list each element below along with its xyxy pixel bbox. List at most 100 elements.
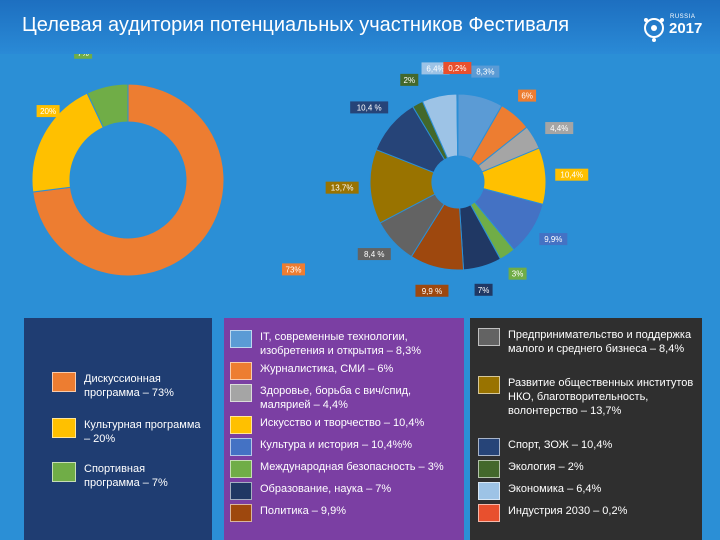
legend-item: Экология – 2% bbox=[478, 460, 694, 478]
legend-swatch bbox=[230, 460, 252, 478]
legend-label: Здоровье, борьба с вич/спид, малярией – … bbox=[260, 385, 412, 411]
legend-label: Индустрия 2030 – 0,2% bbox=[508, 505, 628, 517]
slice-value-label: 6,4% bbox=[426, 64, 444, 73]
legend-item: Спортивная программа – 7% bbox=[52, 462, 202, 490]
legend-item: Культура и история – 10,4%% bbox=[230, 438, 460, 456]
slice-label-box bbox=[350, 101, 389, 114]
legend-item: Здоровье, борьба с вич/спид, малярией – … bbox=[230, 384, 460, 412]
legend-label: IT, современные технологии, изобретения … bbox=[260, 331, 422, 357]
legend-swatch bbox=[478, 460, 500, 478]
charts-area: 73% 20% 7% 8,3% 6% 4,4% 10,4% 9,9% 3% 7% 9,9 % 8,4… bbox=[31, 54, 589, 297]
slice-label-box bbox=[555, 168, 589, 181]
legend-swatch bbox=[478, 376, 500, 394]
slice-label-box bbox=[539, 233, 568, 246]
legend-label: Искусство и творчество – 10,4% bbox=[260, 417, 425, 429]
slice-value-label: 20% bbox=[40, 107, 56, 116]
legend-swatch bbox=[230, 362, 252, 380]
slice-value-label: 8,4 % bbox=[364, 250, 384, 259]
legend-label: Образование, наука – 7% bbox=[260, 483, 392, 495]
slice-value-label: 73% bbox=[286, 265, 302, 274]
legend-swatch bbox=[230, 384, 252, 402]
legend-swatch bbox=[230, 482, 252, 500]
slice-value-label: 3% bbox=[512, 270, 524, 279]
star-emblem-icon bbox=[644, 18, 664, 42]
legend-swatch bbox=[52, 462, 76, 482]
legend-swatch bbox=[230, 416, 252, 434]
slice-label-box bbox=[474, 283, 493, 296]
legend-topics-1: IT, современные технологии, изобретения … bbox=[224, 318, 464, 540]
header-bar: Целевая аудитория потенциальных участник… bbox=[0, 0, 720, 54]
legend-item: Предпринимательство и поддержка малого и… bbox=[478, 328, 694, 356]
donut-slice bbox=[86, 83, 129, 129]
legend-label: Экология – 2% bbox=[508, 461, 584, 473]
slice-label-box bbox=[508, 267, 527, 280]
legend-label: Развитие общественных институтов НКО, бл… bbox=[508, 377, 694, 417]
legend-swatch bbox=[478, 328, 500, 346]
slice-value-label: 10,4% bbox=[560, 171, 583, 180]
legend-item: Культурная программа – 20% bbox=[52, 418, 202, 446]
legend-swatch bbox=[478, 438, 500, 456]
slice-value-label: 4,4% bbox=[550, 124, 568, 133]
legend-item: Образование, наука – 7% bbox=[230, 482, 460, 500]
slice-value-label: 7% bbox=[478, 286, 490, 295]
legend-item: Дискуссионная программа – 73% bbox=[52, 372, 202, 400]
legend-label: Международная безопасность – 3% bbox=[260, 461, 444, 473]
slice-value-label: 9,9 % bbox=[422, 287, 442, 296]
legend-swatch bbox=[230, 330, 252, 348]
legend-label: Спорт, ЗОЖ – 10,4% bbox=[508, 439, 613, 451]
legend-swatch bbox=[52, 372, 76, 392]
slice-label-box bbox=[545, 122, 574, 135]
slice-label-box bbox=[400, 73, 419, 86]
legend-topics-2: Предпринимательство и поддержка малого и… bbox=[470, 318, 702, 540]
legend-swatch bbox=[478, 482, 500, 500]
slice-value-label: 8,3% bbox=[476, 68, 494, 77]
slice-label-box bbox=[443, 62, 472, 75]
slice-value-label: 10,4 % bbox=[357, 103, 382, 112]
slice-label-box bbox=[471, 65, 500, 78]
legend-label: Экономика – 6,4% bbox=[508, 483, 602, 495]
legend-label: Культурная программа – 20% bbox=[84, 419, 201, 445]
slice-value-label: 0,2% bbox=[448, 64, 466, 73]
donut-slice bbox=[456, 93, 459, 157]
legend-item: Экономика – 6,4% bbox=[478, 482, 694, 500]
logo-country: RUSSIA bbox=[670, 14, 696, 20]
legend-swatch bbox=[230, 504, 252, 522]
slice-value-label: 9,9% bbox=[544, 235, 562, 244]
slice-value-label: 6% bbox=[521, 92, 533, 101]
slice-label-box bbox=[357, 248, 391, 261]
legend-label: Политика – 9,9% bbox=[260, 505, 347, 517]
slice-label-box bbox=[421, 62, 450, 75]
slice-label-box bbox=[74, 54, 93, 59]
legend-item: Политика – 9,9% bbox=[230, 504, 460, 522]
legend-label: Дискуссионная программа – 73% bbox=[84, 373, 174, 399]
legend-label: Спортивная программа – 7% bbox=[84, 463, 168, 489]
legend-programs: Дискуссионная программа – 73% Культурная … bbox=[24, 318, 212, 540]
logo-year: 2017 bbox=[669, 20, 703, 37]
chart-programs: 73% 20% 7% bbox=[31, 54, 306, 277]
slice-label-box bbox=[325, 181, 359, 194]
legend-item: IT, современные технологии, изобретения … bbox=[230, 330, 460, 358]
slice-label-box bbox=[415, 284, 449, 297]
legend-label: Предпринимательство и поддержка малого и… bbox=[508, 329, 692, 355]
slice-label-box bbox=[36, 105, 60, 118]
legend-swatch bbox=[478, 504, 500, 522]
legend-label: Культура и история – 10,4%% bbox=[260, 439, 413, 451]
donut-slice bbox=[32, 83, 225, 277]
legend-item: Развитие общественных институтов НКО, бл… bbox=[478, 376, 694, 418]
legend-item: Международная безопасность – 3% bbox=[230, 460, 460, 478]
slice-value-label: 2% bbox=[404, 76, 416, 85]
legend-swatch bbox=[52, 418, 76, 438]
slice-label-box bbox=[282, 263, 306, 276]
slice-value-label: 13,7% bbox=[331, 184, 354, 193]
page-title: Целевая аудитория потенциальных участник… bbox=[22, 14, 570, 36]
slice-value-label: 7% bbox=[77, 54, 89, 58]
legend-item: Индустрия 2030 – 0,2% bbox=[478, 504, 694, 522]
legend-swatch bbox=[230, 438, 252, 456]
festival-logo: RUSSIA 2017 bbox=[642, 12, 712, 44]
slice-label-box bbox=[518, 89, 537, 102]
legend-item: Спорт, ЗОЖ – 10,4% bbox=[478, 438, 694, 456]
legend-item: Журналистика, СМИ – 6% bbox=[230, 362, 460, 380]
chart-topics: 8,3% 6% 4,4% 10,4% 9,9% 3% 7% 9,9 % 8,4 % 13,7% 10… bbox=[325, 62, 589, 297]
legend-label: Журналистика, СМИ – 6% bbox=[260, 363, 394, 375]
legend-item: Искусство и творчество – 10,4% bbox=[230, 416, 460, 434]
